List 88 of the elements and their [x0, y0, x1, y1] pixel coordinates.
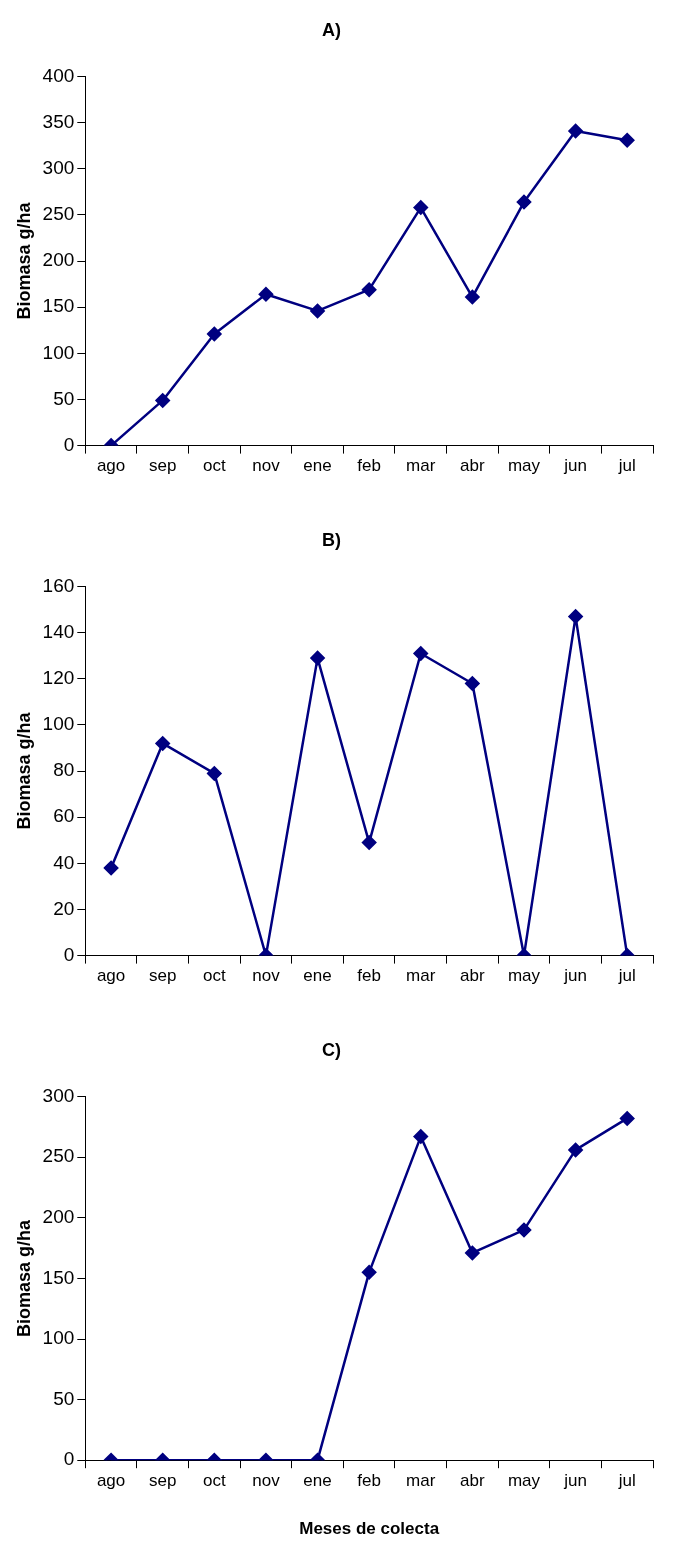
x-tick-label: may — [507, 456, 541, 476]
point — [568, 123, 583, 139]
x-tick-label: jul — [617, 966, 636, 986]
x-tick-label: abr — [460, 966, 485, 986]
y-tick-label: 80 — [53, 759, 75, 781]
point — [619, 133, 635, 148]
point — [155, 393, 170, 408]
x-tick-label: nov — [252, 456, 281, 476]
x-tick-label: ago — [96, 456, 126, 476]
y-tick-label: 400 — [42, 64, 75, 86]
y-tick-label: 200 — [42, 1206, 75, 1228]
x-tick-label: jul — [617, 456, 636, 476]
y-tick-label: 300 — [42, 1084, 75, 1106]
y-tick-label: 0 — [63, 433, 75, 455]
x-tick-label: may — [507, 1471, 541, 1491]
y-tick-label: 100 — [42, 1327, 75, 1349]
y-tick-label: 300 — [42, 157, 75, 179]
point — [361, 282, 377, 297]
x-tick-label: ago — [96, 1471, 126, 1491]
x-tick-label: oct — [202, 456, 226, 476]
x-tick-label: may — [507, 966, 541, 986]
x-tick-label: nov — [252, 966, 281, 986]
x-tick-label: abr — [460, 456, 485, 476]
y-tick-label: 50 — [53, 1387, 75, 1409]
x-tick-label: jun — [563, 1471, 587, 1491]
y-tick-label: 140 — [42, 620, 75, 642]
point — [465, 289, 480, 305]
y-tick-label: 40 — [53, 851, 75, 873]
x-tick-label: nov — [252, 1471, 281, 1491]
y-tick-label: 120 — [42, 667, 75, 689]
y-tick-label: 250 — [42, 1145, 75, 1167]
chart-title: B) — [322, 529, 341, 550]
y-tick-label: 100 — [42, 713, 75, 735]
x-tick-label: feb — [357, 966, 381, 986]
y-axis-title: Biomasa g/ha — [13, 201, 34, 320]
y-tick-label: 150 — [42, 1266, 75, 1288]
y-tick-label: 200 — [42, 249, 75, 271]
point — [361, 835, 377, 850]
point — [258, 287, 274, 302]
point — [619, 1111, 635, 1126]
point — [155, 736, 170, 751]
y-tick-label: 250 — [42, 203, 75, 225]
y-tick-label: 60 — [53, 805, 75, 827]
x-tick-label: abr — [460, 1471, 485, 1491]
x-axis-title: Meses de colecta — [299, 1519, 440, 1539]
point — [361, 1265, 377, 1280]
y-tick-label: 150 — [42, 295, 75, 317]
y-tick-label: 100 — [42, 341, 75, 363]
point — [413, 646, 429, 661]
y-tick-label: 0 — [63, 1448, 75, 1470]
point — [413, 1129, 429, 1144]
y-axis-title: Biomasa g/ha — [13, 711, 34, 830]
y-axis-title: Biomasa g/ha — [13, 1218, 34, 1337]
point — [207, 326, 222, 342]
point — [568, 609, 583, 624]
x-tick-label: ene — [303, 1471, 332, 1491]
chart-title: C) — [322, 1039, 341, 1060]
x-tick-label: sep — [149, 1471, 177, 1491]
x-tick-label: jun — [563, 966, 587, 986]
x-tick-label: ene — [303, 456, 332, 476]
x-tick-label: jun — [563, 456, 587, 476]
chart-title: A) — [322, 19, 341, 40]
x-tick-label: oct — [202, 1471, 226, 1491]
y-tick-label: 0 — [63, 943, 75, 965]
y-tick-label: 350 — [42, 110, 75, 132]
y-tick-label: 160 — [42, 574, 75, 596]
x-tick-label: mar — [406, 1471, 436, 1491]
point — [465, 1245, 480, 1261]
point — [207, 766, 222, 781]
point — [310, 303, 325, 319]
point — [568, 1142, 583, 1158]
x-tick-label: ene — [303, 966, 332, 986]
x-tick-label: mar — [406, 456, 436, 476]
x-tick-label: mar — [406, 966, 436, 986]
point — [310, 650, 325, 666]
x-tick-label: sep — [149, 966, 177, 986]
x-tick-label: oct — [202, 966, 226, 986]
x-tick-label: sep — [149, 456, 177, 476]
point — [413, 200, 429, 215]
y-tick-label: 50 — [53, 387, 75, 409]
y-tick-label: 20 — [53, 897, 75, 919]
point — [516, 194, 532, 210]
point — [465, 676, 480, 691]
x-tick-label: feb — [357, 456, 381, 476]
point — [516, 1222, 532, 1238]
x-tick-label: feb — [357, 1471, 381, 1491]
x-tick-label: jul — [617, 1471, 636, 1491]
x-tick-label: ago — [96, 966, 126, 986]
